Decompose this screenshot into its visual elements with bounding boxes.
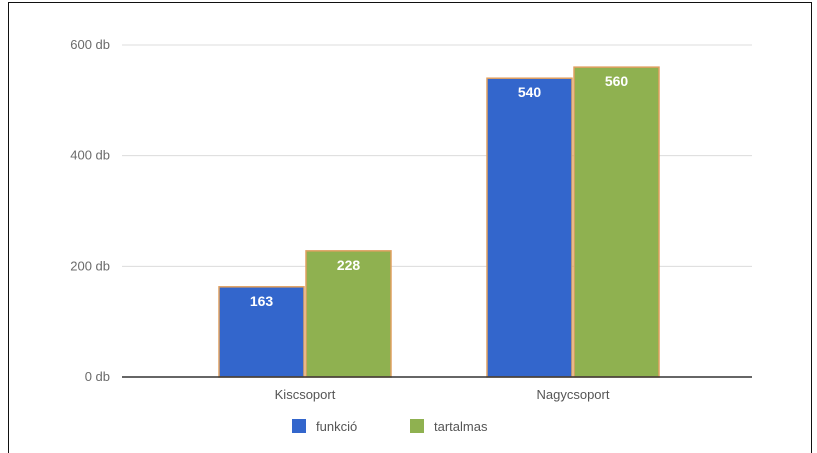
x-category-label: Kiscsoport bbox=[275, 387, 336, 402]
y-axis-ticks: 0 db 200 db 400 db 600 db bbox=[70, 37, 110, 384]
data-label: 560 bbox=[605, 73, 629, 89]
data-label: 163 bbox=[250, 293, 274, 309]
y-tick-label: 400 db bbox=[70, 148, 110, 163]
legend: funkció tartalmas bbox=[292, 419, 488, 434]
data-label: 228 bbox=[337, 257, 361, 273]
chart-frame bbox=[8, 2, 812, 453]
x-axis-categories: Kiscsoport Nagycsoport bbox=[275, 387, 610, 402]
bar-nagycsoport-1 bbox=[573, 66, 660, 378]
bar-nagycsoport-0 bbox=[486, 77, 573, 378]
legend-swatch bbox=[410, 419, 424, 433]
y-tick-label: 200 db bbox=[70, 258, 110, 273]
data-label: 540 bbox=[518, 84, 542, 100]
bar-kiscsoport-0 bbox=[218, 286, 305, 378]
legend-label: tartalmas bbox=[434, 419, 488, 434]
y-tick-label: 0 db bbox=[85, 369, 110, 384]
legend-label: funkció bbox=[316, 419, 357, 434]
legend-swatch bbox=[292, 419, 306, 433]
data-labels: 163 228 540 560 bbox=[250, 73, 629, 309]
y-tick-label: 600 db bbox=[70, 37, 110, 52]
x-category-label: Nagycsoport bbox=[537, 387, 610, 402]
bars bbox=[218, 66, 660, 378]
